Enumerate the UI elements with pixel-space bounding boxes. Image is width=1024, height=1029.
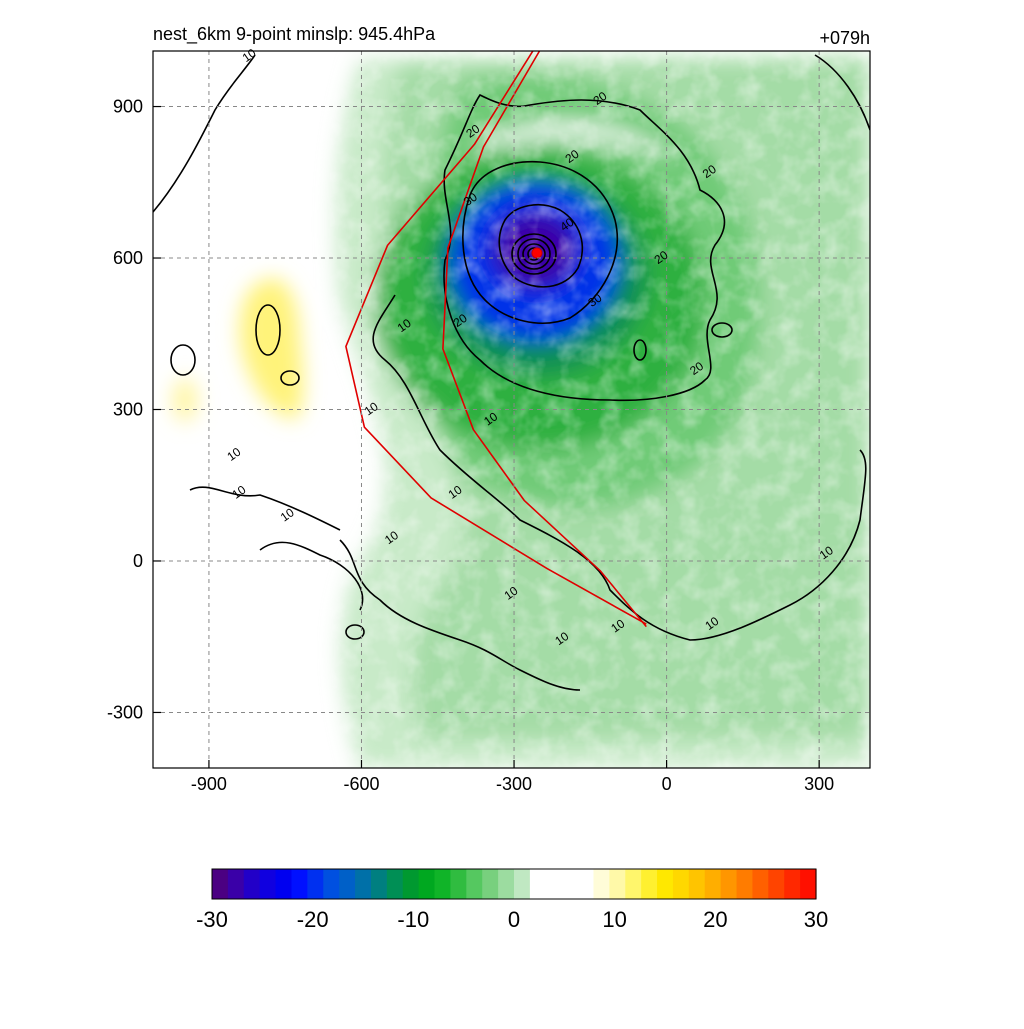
y-axis-ticks: -300 0 300 600 900 (107, 97, 161, 722)
colorbar-tick-label-3: 0 (508, 907, 520, 932)
colorbar-swatch-4 (275, 869, 293, 899)
colorbar-ticks: -30 -20 -10 0 10 20 30 (196, 907, 828, 932)
contour-30-ring (462, 160, 619, 324)
track-line-inner (442, 51, 647, 628)
y-tick-label-2: 300 (113, 400, 143, 420)
contour-10-south (372, 294, 867, 641)
colorbar-swatch-37 (800, 869, 817, 899)
colorbar-swatch-15 (450, 869, 467, 899)
contour-small-3 (633, 339, 647, 361)
colorbar-swatch-36 (784, 869, 801, 899)
time-label: +079h (819, 28, 870, 48)
x-tick-label-3: 0 (662, 774, 672, 794)
colorbar-swatch-33 (736, 869, 754, 899)
contour-eye-2 (517, 238, 551, 270)
x-axis-ticks: -900 -600 -300 0 300 (191, 760, 834, 794)
colorbar-swatch-34 (752, 869, 769, 899)
contours (153, 54, 870, 691)
contour-10-southwest (339, 539, 581, 691)
chart-title: nest_6km 9-point minslp: 945.4hPa (153, 24, 436, 45)
contour-20-ring (443, 93, 726, 402)
contour-east-10 (814, 54, 870, 131)
colorbar-swatch-35 (768, 869, 785, 899)
colorbar-swatch-0 (212, 869, 229, 899)
colorbar-swatch-22 (561, 869, 579, 899)
colorbar-swatch-32 (720, 869, 738, 899)
y-tick-label-3: 600 (113, 248, 143, 268)
colorbar-tick-label-4: 10 (602, 907, 626, 932)
colorbar-swatch-18 (498, 869, 515, 899)
colorbar-swatch-28 (657, 869, 674, 899)
y-tick-label-4: 900 (113, 97, 143, 117)
track-line-outer (345, 51, 647, 625)
contour-outer-10 (153, 54, 256, 213)
colorbar-swatch-30 (688, 869, 706, 899)
colorbar-tick-label-6: 30 (804, 907, 828, 932)
storm-center-marker (531, 247, 543, 259)
x-tick-label-4: 300 (804, 774, 834, 794)
contour-west-blob (170, 344, 196, 376)
x-tick-label-2: -300 (496, 774, 532, 794)
contour-10-west-2 (259, 541, 364, 611)
track-lines (345, 51, 647, 628)
contour-10-west-1 (189, 486, 341, 531)
colorbar-swatch-7 (323, 869, 340, 899)
colorbar-swatch-12 (402, 869, 420, 899)
colorbar-swatch-2 (243, 869, 261, 899)
colorbar-swatch-11 (386, 869, 404, 899)
colorbar-swatch-21 (545, 869, 563, 899)
colorbar-swatch-10 (370, 869, 388, 899)
colorbar-tick-label-1: -20 (297, 907, 329, 932)
colorbar-swatch-1 (227, 869, 245, 899)
colorbar-swatch-27 (641, 869, 658, 899)
contour-small-2 (345, 624, 365, 640)
contour-eye-1 (511, 233, 557, 275)
y-tick-label-0: -300 (107, 702, 143, 722)
colorbar-swatch-23 (577, 869, 595, 899)
colorbar-swatch-16 (466, 869, 483, 899)
field-yellow-2 (173, 378, 197, 422)
colorbar-frame (211, 868, 817, 900)
contour-small-4 (711, 322, 733, 338)
x-tick-label-1: -600 (343, 774, 379, 794)
colorbar (211, 868, 817, 900)
colorbar-tick-label-0: -30 (196, 907, 228, 932)
colorbar-tick-label-2: -10 (397, 907, 429, 932)
colorbar-swatch-3 (259, 869, 277, 899)
colorbar-swatch-8 (339, 869, 356, 899)
colorbar-swatch-26 (625, 869, 642, 899)
colorbar-swatch-19 (514, 869, 531, 899)
wind-field (153, 51, 870, 768)
colorbar-swatch-20 (529, 869, 547, 899)
colorbar-swatch-17 (482, 869, 499, 899)
contour-eye-3 (522, 243, 546, 265)
colorbar-swatch-13 (418, 869, 436, 899)
x-tick-label-0: -900 (191, 774, 227, 794)
colorbar-swatch-25 (609, 869, 626, 899)
colorbar-swatch-14 (434, 869, 452, 899)
colorbar-swatch-5 (291, 869, 308, 899)
colorbar-tick-label-5: 20 (703, 907, 727, 932)
contour-40-ring (498, 204, 584, 288)
colorbar-swatch-6 (307, 869, 324, 899)
colorbar-swatch-29 (672, 869, 690, 899)
contour-small-1 (280, 370, 300, 386)
colorbar-swatch-24 (593, 869, 610, 899)
contour-yellow-blob (255, 304, 281, 356)
colorbar-swatch-31 (704, 869, 722, 899)
colorbar-swatch-9 (355, 869, 372, 899)
y-tick-label-1: 0 (133, 551, 143, 571)
